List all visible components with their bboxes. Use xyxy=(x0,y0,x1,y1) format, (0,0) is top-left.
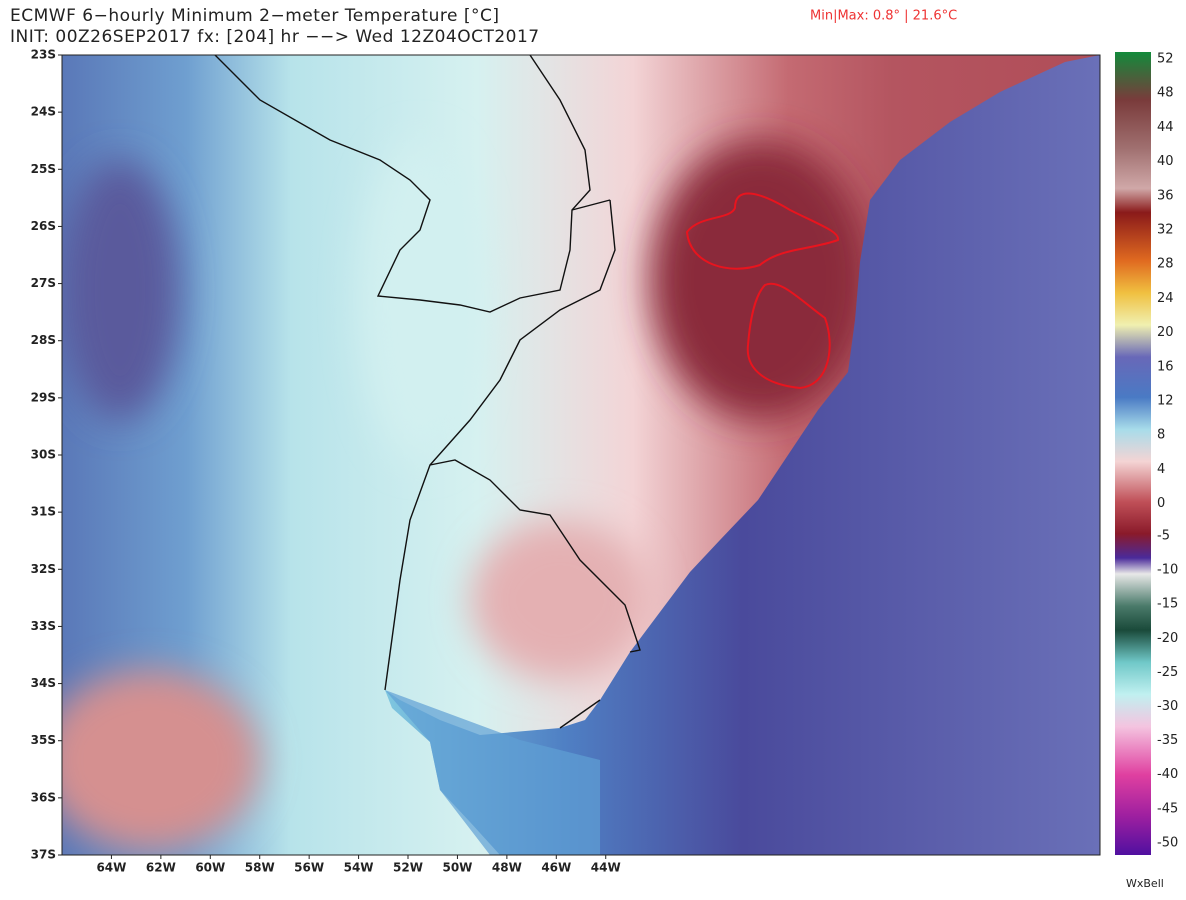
lon-label: 54W xyxy=(344,861,374,875)
colorbar-label: 52 xyxy=(1157,52,1174,67)
credit: WxBell xyxy=(1126,877,1164,890)
lon-label: 64W xyxy=(96,861,126,875)
lon-label: 46W xyxy=(541,861,571,875)
colorbar-label: 20 xyxy=(1157,325,1174,340)
lon-label: 58W xyxy=(245,861,275,875)
lat-label: 27S xyxy=(31,276,56,290)
colorbar-label: -35 xyxy=(1157,733,1178,748)
lat-label: 24S xyxy=(31,105,56,119)
title: ECMWF 6−hourly Minimum 2−meter Temperatu… xyxy=(10,6,499,26)
lon-label: 56W xyxy=(294,861,324,875)
lat-label: 28S xyxy=(31,333,56,347)
lon-label: 50W xyxy=(442,861,472,875)
lon-label: 52W xyxy=(393,861,423,875)
lat-label: 34S xyxy=(31,676,56,690)
colorbar-label: 8 xyxy=(1157,428,1165,443)
lat-label: 33S xyxy=(31,619,56,633)
lon-label: 48W xyxy=(492,861,522,875)
lat-label: 25S xyxy=(31,162,56,176)
colorbar-label: 40 xyxy=(1157,154,1174,169)
lat-label: 30S xyxy=(31,448,56,462)
colorbar-label: 16 xyxy=(1157,359,1174,374)
lat-label: 26S xyxy=(31,219,56,233)
colorbar-label: 44 xyxy=(1157,120,1174,135)
colorbar-label: 28 xyxy=(1157,257,1174,272)
colorbar-label: 36 xyxy=(1157,188,1174,203)
colorbar-label: -15 xyxy=(1157,597,1178,612)
map xyxy=(62,55,1100,855)
lat-label: 37S xyxy=(31,848,56,862)
colorbar-label: 48 xyxy=(1157,86,1174,101)
colorbar-label: -45 xyxy=(1157,801,1178,816)
colorbar xyxy=(1115,52,1151,855)
colorbar-label: 12 xyxy=(1157,394,1174,409)
init-line: INIT: 00Z26SEP2017 fx: [204] hr −−> Wed … xyxy=(10,27,540,47)
colorbar-label: -30 xyxy=(1157,699,1178,714)
colorbar-label: -25 xyxy=(1157,665,1178,680)
min-max: Min|Max: 0.8° | 21.6°C xyxy=(810,9,957,24)
colorbar-label: 4 xyxy=(1157,462,1165,477)
lat-label: 31S xyxy=(31,505,56,519)
colorbar-label: -5 xyxy=(1157,529,1170,544)
colorbar-label: -50 xyxy=(1157,835,1178,850)
lat-label: 23S xyxy=(31,48,56,62)
lon-label: 44W xyxy=(591,861,621,875)
lat-label: 29S xyxy=(31,390,56,404)
lat-label: 35S xyxy=(31,733,56,747)
colorbar-label: -40 xyxy=(1157,767,1178,782)
colorbar-label: 32 xyxy=(1157,223,1174,238)
lat-label: 32S xyxy=(31,562,56,576)
colorbar-label: -10 xyxy=(1157,563,1178,578)
colorbar-label: 0 xyxy=(1157,496,1165,511)
lon-label: 60W xyxy=(195,861,225,875)
colorbar-label: 24 xyxy=(1157,291,1174,306)
colorbar-label: -20 xyxy=(1157,631,1178,646)
lat-label: 36S xyxy=(31,790,56,804)
lon-label: 62W xyxy=(146,861,176,875)
